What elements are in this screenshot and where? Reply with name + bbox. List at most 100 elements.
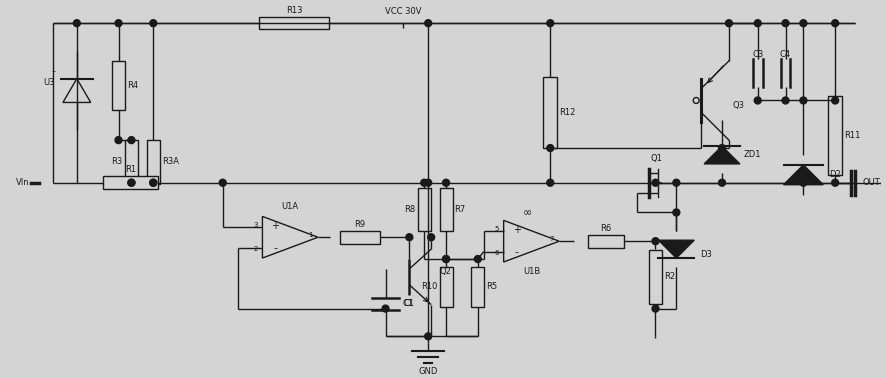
Circle shape [406,234,413,241]
Circle shape [115,137,122,144]
Text: C1: C1 [402,299,414,308]
Bar [125,140,138,184]
Circle shape [128,179,135,186]
Circle shape [800,179,807,186]
Circle shape [719,144,726,152]
Bar [147,140,159,184]
Text: 7: 7 [549,236,554,242]
Text: U3: U3 [43,78,55,87]
Text: C4: C4 [780,50,791,59]
Text: -: - [51,66,55,76]
Text: R3A: R3A [162,157,179,166]
Text: R3: R3 [112,157,122,166]
Text: D2: D2 [829,170,841,179]
Circle shape [832,179,839,186]
Circle shape [421,179,428,186]
Bar [112,61,126,110]
Text: C3: C3 [752,50,764,59]
Circle shape [428,234,435,241]
Text: R8: R8 [405,205,416,214]
Circle shape [443,179,449,186]
Circle shape [754,20,761,27]
Polygon shape [783,165,823,185]
Text: 3: 3 [253,222,258,228]
Text: VIn: VIn [16,178,30,187]
Circle shape [782,97,789,104]
Text: +: + [512,225,521,235]
Bar [439,267,453,307]
Polygon shape [704,146,740,164]
Circle shape [754,97,761,104]
Circle shape [382,305,389,312]
Text: GND: GND [418,367,438,375]
Circle shape [219,179,226,186]
Text: 6: 6 [494,250,499,256]
Bar [649,249,663,304]
Bar [103,176,158,189]
Text: 2: 2 [253,246,258,252]
Text: R7: R7 [455,205,466,214]
Circle shape [424,179,431,186]
Circle shape [652,305,659,312]
Circle shape [74,20,81,27]
Text: R2: R2 [664,273,675,281]
Text: 5: 5 [494,226,499,232]
Circle shape [150,179,157,186]
Polygon shape [63,79,90,102]
Circle shape [832,20,839,27]
Text: R4: R4 [128,81,138,90]
Circle shape [726,20,733,27]
Text: R9: R9 [354,220,365,229]
Circle shape [800,97,807,104]
Text: ZD1: ZD1 [744,150,761,160]
Text: R13: R13 [286,6,302,15]
Text: R5: R5 [486,282,497,291]
Text: -: - [515,247,518,257]
Circle shape [672,179,680,186]
Text: +: + [271,222,279,231]
Text: D3: D3 [700,249,712,259]
Text: -: - [274,243,277,253]
Text: OUT: OUT [863,178,881,187]
Text: R10: R10 [421,282,438,291]
Bar [588,235,624,248]
Bar [828,96,842,175]
Circle shape [547,20,554,27]
Text: R6: R6 [600,224,611,233]
Text: Q3: Q3 [733,101,745,110]
Circle shape [474,256,481,262]
Circle shape [424,333,431,340]
Text: VCC 30V: VCC 30V [385,7,422,16]
Circle shape [652,179,659,186]
Circle shape [547,179,554,186]
Bar [340,231,379,244]
Text: R11: R11 [844,131,860,139]
Circle shape [782,20,789,27]
Text: Q2: Q2 [439,267,451,276]
Circle shape [719,179,726,186]
Circle shape [800,20,807,27]
Circle shape [424,20,431,27]
Circle shape [128,137,135,144]
Text: U1B: U1B [523,267,540,276]
Bar [439,188,453,231]
Circle shape [547,144,554,152]
Circle shape [672,209,680,216]
Bar [260,17,329,29]
Polygon shape [658,240,695,258]
Circle shape [150,179,157,186]
Text: $\infty$: $\infty$ [523,208,532,217]
Text: 1: 1 [307,232,313,238]
Text: R12: R12 [559,108,576,117]
Circle shape [652,238,659,245]
Circle shape [128,179,135,186]
Circle shape [443,256,449,262]
Circle shape [115,20,122,27]
Circle shape [443,256,449,262]
Text: U1A: U1A [282,203,299,211]
Text: Q1: Q1 [650,155,663,163]
Text: C1: C1 [403,299,415,308]
Bar [418,188,431,231]
Text: R1: R1 [125,165,136,174]
Circle shape [150,20,157,27]
